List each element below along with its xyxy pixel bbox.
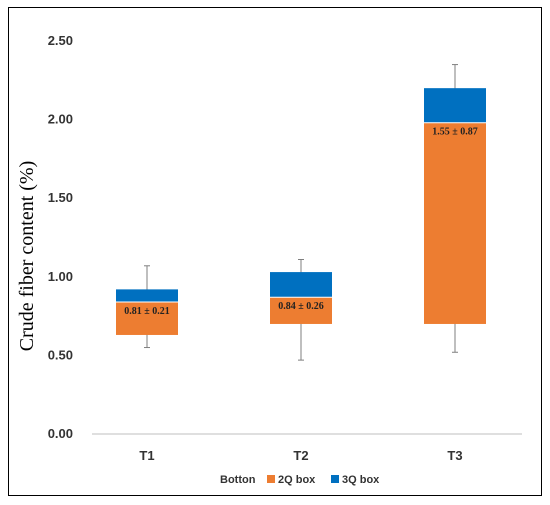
y-axis-ticks: 0.00 0.50 1.00 1.50 2.00 2.50	[48, 33, 73, 441]
3q-box-segment	[424, 88, 486, 123]
2q-box-segment	[116, 301, 178, 335]
data-label: 1.55 ± 0.87	[432, 127, 478, 138]
data-label: 0.81 ± 0.21	[124, 306, 170, 317]
legend-label: 2Q box	[278, 474, 316, 486]
2q-box-segment	[270, 297, 332, 324]
legend-swatch	[267, 475, 275, 483]
x-axis-labels: T1 T2 T3	[139, 448, 462, 463]
y-tick-label: 0.00	[48, 426, 73, 441]
y-tick-label: 1.00	[48, 269, 73, 284]
3q-box-segment	[270, 272, 332, 298]
legend-swatch	[331, 475, 339, 483]
data-label: 0.84 ± 0.26	[278, 301, 324, 312]
x-tick-label: T3	[447, 448, 462, 463]
x-tick-label: T1	[139, 448, 154, 463]
legend-label: 3Q box	[342, 474, 380, 486]
legend-label: Botton	[220, 474, 256, 486]
legend: Botton 2Q box 3Q box	[220, 474, 380, 486]
y-tick-label: 0.50	[48, 347, 73, 362]
y-tick-label: 2.00	[48, 112, 73, 127]
y-axis-label: Crude fiber content (%)	[16, 161, 38, 351]
y-tick-label: 2.50	[48, 33, 73, 48]
y-tick-label: 1.50	[48, 190, 73, 205]
3q-box-segment	[116, 289, 178, 302]
2q-box-segment	[424, 122, 486, 324]
x-tick-label: T2	[293, 448, 308, 463]
plot-area: 0.81 ± 0.21 0.84 ± 0.26 1.55 ± 0.87	[116, 64, 486, 361]
